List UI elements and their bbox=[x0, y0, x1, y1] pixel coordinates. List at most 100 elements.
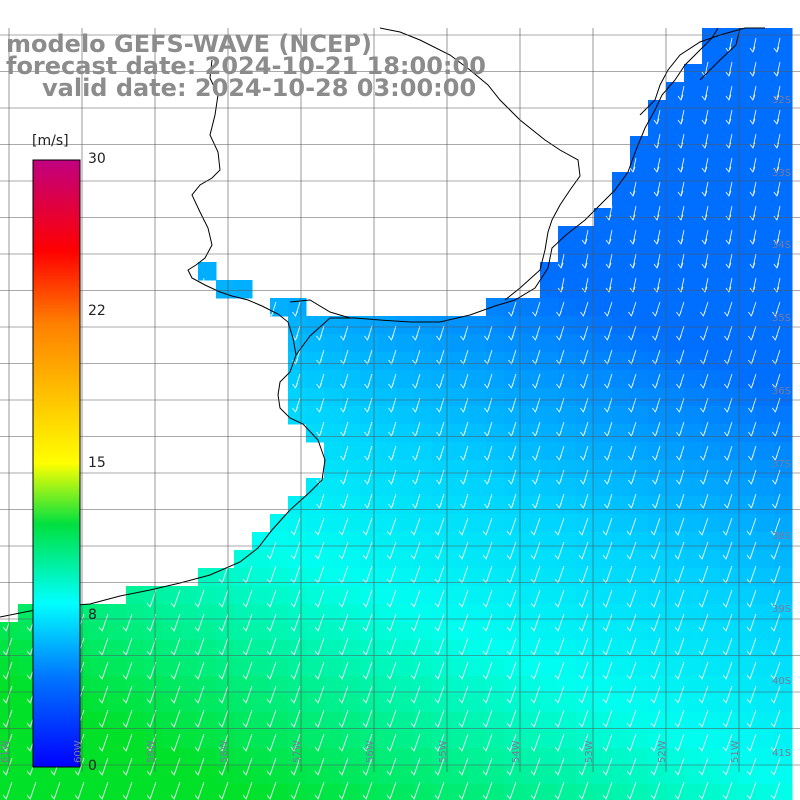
wind-cell bbox=[324, 568, 343, 587]
wind-arrow bbox=[629, 277, 637, 293]
wind-cell bbox=[90, 676, 109, 695]
wind-cell bbox=[522, 406, 541, 425]
wind-cell bbox=[522, 550, 541, 569]
wind-arrow bbox=[198, 277, 205, 293]
wind-cell bbox=[594, 712, 613, 731]
wind-cell bbox=[144, 640, 163, 659]
wind-arrow bbox=[362, 757, 373, 776]
wind-cell bbox=[630, 622, 649, 641]
wind-cell bbox=[450, 352, 469, 371]
wind-cell bbox=[198, 262, 217, 281]
wind-cell bbox=[360, 370, 379, 389]
wind-cell bbox=[450, 730, 469, 749]
wind-cell bbox=[144, 658, 163, 677]
wind-arrow bbox=[578, 565, 589, 584]
wind-arrow bbox=[650, 661, 661, 680]
wind-arrow bbox=[578, 781, 589, 800]
wind-arrow bbox=[604, 349, 613, 365]
wind-cell bbox=[18, 604, 37, 623]
wind-cell bbox=[126, 730, 145, 749]
wind-cell bbox=[198, 658, 217, 677]
wind-cell bbox=[216, 694, 235, 713]
wind-arrow bbox=[773, 253, 781, 269]
wind-arrow bbox=[628, 445, 637, 461]
wind-cell bbox=[414, 388, 433, 407]
wind-cell bbox=[522, 568, 541, 587]
wind-cell bbox=[756, 766, 775, 785]
wind-cell bbox=[522, 586, 541, 605]
wind-arrow bbox=[410, 637, 421, 656]
wind-arrow bbox=[628, 373, 637, 389]
wind-cell bbox=[666, 712, 685, 731]
wind-arrow bbox=[698, 565, 709, 584]
wind-cell bbox=[594, 298, 613, 317]
wind-cell bbox=[342, 496, 361, 515]
wind-arrow bbox=[746, 637, 757, 656]
wind-cell bbox=[126, 748, 145, 767]
wind-arrow bbox=[677, 229, 685, 245]
wind-arrow bbox=[316, 397, 325, 413]
wind-cell bbox=[432, 676, 451, 695]
wind-arrow bbox=[412, 349, 421, 365]
wind-cell bbox=[306, 640, 325, 659]
wind-arrow bbox=[676, 325, 685, 341]
wind-cell bbox=[702, 550, 721, 569]
wind-cell bbox=[540, 766, 559, 785]
wind-cell bbox=[738, 136, 757, 155]
lon-label: 55W bbox=[438, 740, 449, 763]
wind-cell bbox=[288, 712, 307, 731]
wind-arrow bbox=[98, 733, 109, 752]
wind-cell bbox=[558, 460, 577, 479]
wind-arrow bbox=[484, 493, 493, 509]
wind-cell bbox=[648, 370, 667, 389]
wind-cell bbox=[252, 712, 271, 731]
wind-arrow bbox=[554, 733, 565, 752]
wind-arrow bbox=[482, 517, 493, 536]
wind-cell bbox=[738, 622, 757, 641]
wind-cell bbox=[738, 64, 757, 83]
wind-arrow bbox=[290, 709, 301, 728]
wind-cell bbox=[504, 352, 523, 371]
wind-cell bbox=[270, 694, 289, 713]
wind-arrow bbox=[290, 565, 301, 584]
wind-arrow bbox=[436, 373, 445, 389]
wind-arrow bbox=[412, 421, 421, 437]
wind-arrow bbox=[290, 637, 301, 656]
wind-cell bbox=[666, 298, 685, 317]
wind-cell bbox=[126, 640, 145, 659]
wind-cell bbox=[738, 352, 757, 371]
lon-label: 61W bbox=[0, 740, 11, 763]
wind-cell bbox=[522, 730, 541, 749]
wind-arrow bbox=[556, 421, 565, 437]
wind-arrow bbox=[316, 349, 325, 365]
wind-arrow bbox=[604, 469, 613, 485]
wind-cell bbox=[450, 784, 469, 800]
wind-arrow bbox=[386, 661, 397, 680]
wind-arrow bbox=[554, 541, 565, 560]
wind-arrow bbox=[650, 589, 661, 608]
wind-cell bbox=[414, 766, 433, 785]
wind-cell bbox=[468, 478, 487, 497]
wind-arrow bbox=[628, 421, 637, 437]
wind-cell bbox=[702, 370, 721, 389]
wind-cell bbox=[396, 316, 415, 335]
wind-cell bbox=[288, 784, 307, 800]
wind-cell bbox=[432, 334, 451, 353]
wind-arrow bbox=[652, 325, 661, 341]
wind-cell bbox=[558, 532, 577, 551]
wind-cell bbox=[360, 478, 379, 497]
wind-cell bbox=[54, 784, 73, 800]
wind-cell bbox=[288, 370, 307, 389]
wind-cell bbox=[378, 694, 397, 713]
wind-cell bbox=[648, 532, 667, 551]
wind-arrow bbox=[746, 541, 757, 560]
wind-cell bbox=[522, 604, 541, 623]
wind-arrow bbox=[700, 349, 709, 365]
wind-cell bbox=[594, 406, 613, 425]
wind-cell bbox=[486, 640, 505, 659]
wind-arrow bbox=[749, 157, 757, 173]
wind-cell bbox=[450, 586, 469, 605]
wind-arrow bbox=[242, 661, 253, 680]
wind-arrow bbox=[725, 277, 733, 293]
wind-cell bbox=[216, 712, 235, 731]
